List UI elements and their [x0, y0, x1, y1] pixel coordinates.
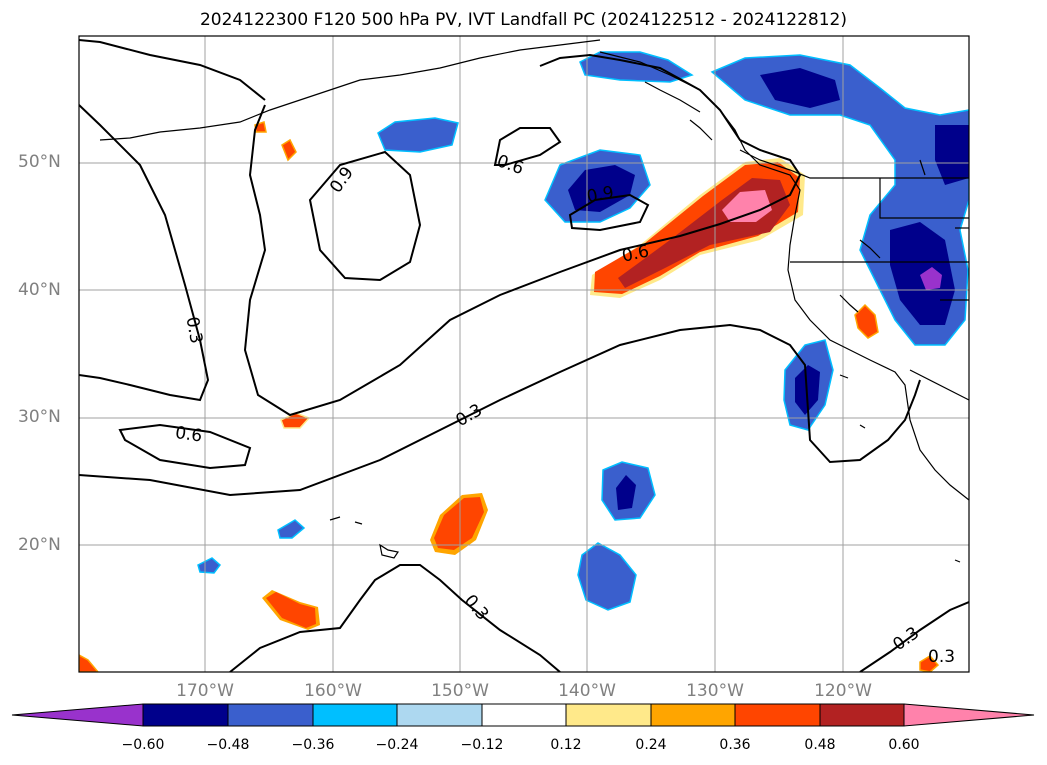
colorbar-bin: [142, 703, 229, 727]
neg-north-pacific: [377, 117, 459, 153]
colorbar-tick-label: 0.36: [719, 737, 751, 753]
pos-corner-sw: [79, 654, 99, 672]
colorbar-tick-label: −0.24: [375, 737, 419, 753]
contour-label: 0.3: [182, 315, 206, 345]
colorbar-tick-label: −0.12: [460, 737, 504, 753]
colorbar-bin: [565, 703, 652, 727]
colorbar-tick-label: 0.24: [635, 737, 667, 753]
pos-hawaii-north-core: [434, 497, 484, 550]
neg-subtropics-core: [616, 475, 636, 510]
lat-label-40n: 40°N: [18, 280, 61, 300]
shaded-anomalies: [79, 51, 969, 672]
pos-small-b: [281, 138, 297, 162]
lon-label-170w: 170°W: [176, 681, 234, 701]
neg-small-west: [197, 557, 222, 574]
pos-baja: [854, 303, 879, 339]
lon-label-160w: 160°W: [304, 681, 362, 701]
map-title: 2024122300 F120 500 hPa PV, IVT Landfall…: [199, 10, 847, 30]
coastlines: [99, 39, 969, 563]
lon-label-120w: 120°W: [814, 681, 872, 701]
colorbar-bin: [227, 703, 314, 727]
contour-label: 0.9: [585, 183, 615, 207]
lon-label-130w: 130°W: [686, 681, 744, 701]
neg-alaska-coast: [579, 51, 694, 83]
neg-small-hawaii: [277, 519, 306, 539]
lon-label-150w: 150°W: [431, 681, 489, 701]
colorbar-bin: [650, 703, 736, 727]
colorbar-bin: [312, 703, 398, 727]
neg-purple-core: [920, 267, 942, 290]
colorbar-tick-label: 0.48: [804, 737, 836, 753]
lat-label-30n: 30°N: [18, 407, 61, 427]
lat-label-50n: 50°N: [18, 152, 61, 172]
contour-label: 0.6: [174, 423, 204, 447]
colorbar-tick-label: −0.48: [206, 737, 250, 753]
ar-plume-pink: [722, 190, 772, 222]
pos-corner-se: [919, 655, 940, 672]
neg-east-core: [935, 125, 969, 185]
colorbar-bin: [734, 703, 821, 727]
colorbar-bin: [396, 703, 483, 727]
colorbar-tick-label: −0.60: [121, 737, 165, 753]
neg-tropics: [577, 542, 637, 611]
colorbar-bin: [481, 703, 567, 727]
graticule: [79, 36, 969, 672]
pos-southwest-core: [266, 592, 316, 628]
neg-gulf-alaska-core: [568, 165, 635, 212]
pv-contours: [79, 39, 969, 672]
map-area: [79, 36, 969, 672]
lat-label-20n: 20°N: [18, 535, 61, 555]
colorbar-bin: [819, 703, 905, 727]
colorbar-tick-label: 0.60: [888, 737, 920, 753]
colorbar-extend-left: [11, 703, 144, 727]
map-border: [78, 35, 970, 673]
colorbar: [11, 703, 1035, 727]
contour-label: 0.3: [928, 647, 955, 667]
colorbar-tick-label: −0.36: [291, 737, 335, 753]
colorbar-extend-right: [903, 703, 1035, 727]
colorbar-tick-label: 0.12: [550, 737, 582, 753]
neg-canada-core: [760, 68, 840, 108]
lon-label-140w: 140°W: [558, 681, 616, 701]
